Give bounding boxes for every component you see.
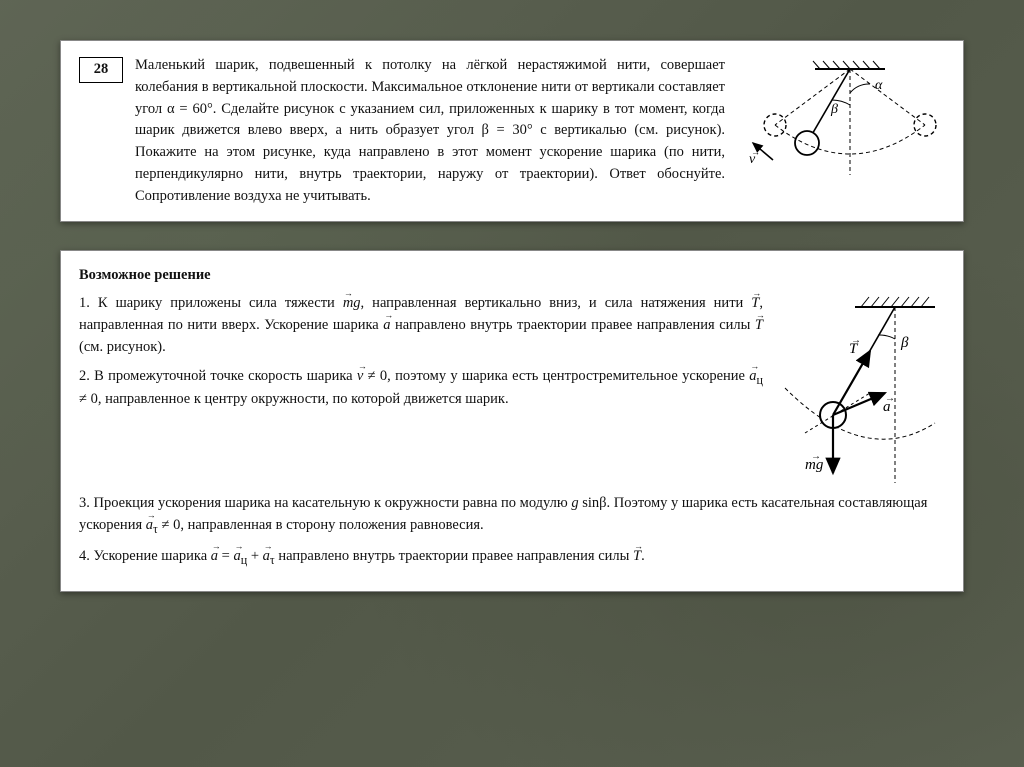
problem-line-6: а нить образует угол β = 30° с вертикаль… [335, 122, 626, 138]
solution-figure: T → a → mg → β [775, 293, 945, 493]
problem-line-0: Маленький шарик, подвешенный к потолку н… [135, 57, 507, 73]
problem-line-4: рисунок с указанием сил, приложенных к ш… [284, 101, 598, 117]
svg-text:→: → [851, 335, 861, 346]
problem-row: 28 Маленький шарик, подвешенный к потолк… [79, 55, 945, 207]
svg-text:→: → [811, 451, 821, 462]
problem-number-box: 28 [79, 57, 123, 83]
problem-line-2: в вертикальной плоскости. Максимальное о… [202, 79, 538, 95]
solution-para-2: 2. В промежуточной точке скорость шарика… [79, 366, 763, 411]
alpha-label: α [875, 78, 883, 93]
solution-para-4: 4. Ускорение шарика a = aц + aτ направле… [79, 546, 945, 569]
solution-text-col: 1. К шарику приложены сила тяжести mg, н… [79, 293, 763, 493]
beta-label: β [830, 102, 838, 117]
beta-label-2: β [900, 335, 909, 351]
svg-text:→: → [751, 147, 760, 157]
forces-diagram-icon: T → a → mg → β [775, 293, 945, 493]
problem-line-8: направлено в этот момент ускорение шарик… [359, 144, 725, 160]
pendulum-diagram-icon: α β v → [745, 55, 945, 195]
solution-para-3: 3. Проекция ускорения шарика на касатель… [79, 493, 945, 538]
problem-line-11: воздуха не учитывать. [234, 188, 371, 204]
solution-panel: Возможное решение 1. К шарику приложены … [60, 250, 964, 592]
problem-text: Маленький шарик, подвешенный к потолку н… [135, 55, 733, 207]
svg-text:→: → [885, 393, 895, 404]
problem-panel: 28 Маленький шарик, подвешенный к потолк… [60, 40, 964, 222]
problem-line-9: перпендикулярно нити, внутрь траектории,… [135, 166, 483, 182]
problem-number: 28 [94, 59, 109, 81]
problem-figure: α β v → [745, 55, 945, 207]
solution-row: 1. К шарику приложены сила тяжести mg, н… [79, 293, 945, 493]
solution-title: Возможное решение [79, 265, 945, 287]
solution-para-1: 1. К шарику приложены сила тяжести mg, н… [79, 293, 763, 358]
